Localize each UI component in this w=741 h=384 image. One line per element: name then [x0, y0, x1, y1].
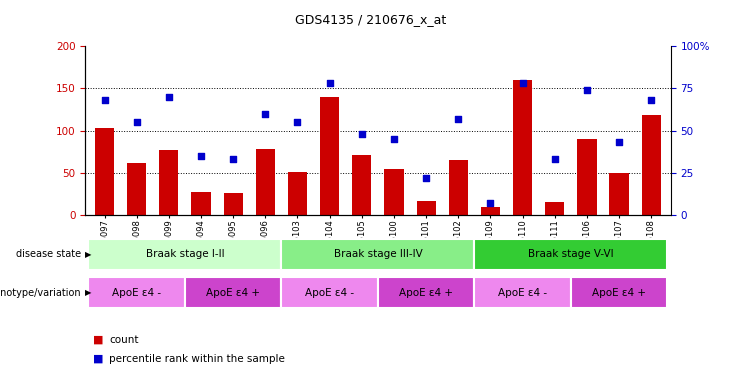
Bar [127, 163, 146, 215]
Text: ▶: ▶ [84, 250, 91, 259]
Bar [642, 115, 661, 215]
Point [130, 119, 142, 125]
Point [291, 119, 303, 125]
Point [259, 111, 271, 117]
Point [485, 200, 496, 206]
Text: ■: ■ [93, 354, 103, 364]
Point [581, 87, 593, 93]
Bar [288, 172, 308, 215]
Bar [577, 139, 597, 215]
Bar [320, 97, 339, 215]
Bar [571, 277, 668, 308]
Bar [282, 239, 474, 270]
Bar [185, 277, 282, 308]
Point [163, 94, 175, 100]
Bar [610, 173, 629, 215]
Text: disease state: disease state [16, 249, 82, 260]
Bar [385, 169, 404, 215]
Text: genotype/variation: genotype/variation [0, 288, 82, 298]
Point [645, 97, 657, 103]
Point [388, 136, 400, 142]
Text: percentile rank within the sample: percentile rank within the sample [109, 354, 285, 364]
Text: GDS4135 / 210676_x_at: GDS4135 / 210676_x_at [295, 13, 446, 26]
Point [99, 97, 110, 103]
Bar [448, 160, 468, 215]
Text: ApoE ε4 +: ApoE ε4 + [592, 288, 646, 298]
Point [549, 156, 561, 162]
Bar [224, 193, 243, 215]
Point [453, 116, 465, 122]
Point [516, 80, 528, 86]
Point [227, 156, 239, 162]
Bar [474, 239, 668, 270]
Text: ■: ■ [93, 335, 103, 345]
Bar [474, 277, 571, 308]
Bar [256, 149, 275, 215]
Bar [159, 150, 179, 215]
Text: Braak stage III-IV: Braak stage III-IV [333, 249, 422, 260]
Point [614, 139, 625, 146]
Bar [352, 155, 371, 215]
Text: count: count [109, 335, 139, 345]
Bar [545, 202, 565, 215]
Bar [378, 277, 474, 308]
Bar [88, 239, 282, 270]
Text: Braak stage V-VI: Braak stage V-VI [528, 249, 614, 260]
Bar [95, 128, 114, 215]
Point [324, 80, 336, 86]
Text: ApoE ε4 +: ApoE ε4 + [399, 288, 453, 298]
Point [420, 175, 432, 181]
Bar [88, 277, 185, 308]
Bar [282, 277, 378, 308]
Point [356, 131, 368, 137]
Bar [481, 207, 500, 215]
Text: ApoE ε4 -: ApoE ε4 - [305, 288, 354, 298]
Bar [513, 80, 532, 215]
Point [195, 153, 207, 159]
Text: ▶: ▶ [84, 288, 91, 297]
Text: ApoE ε4 -: ApoE ε4 - [112, 288, 162, 298]
Text: Braak stage I-II: Braak stage I-II [146, 249, 225, 260]
Text: ApoE ε4 +: ApoE ε4 + [206, 288, 260, 298]
Text: ApoE ε4 -: ApoE ε4 - [498, 288, 547, 298]
Bar [416, 201, 436, 215]
Bar [191, 192, 210, 215]
